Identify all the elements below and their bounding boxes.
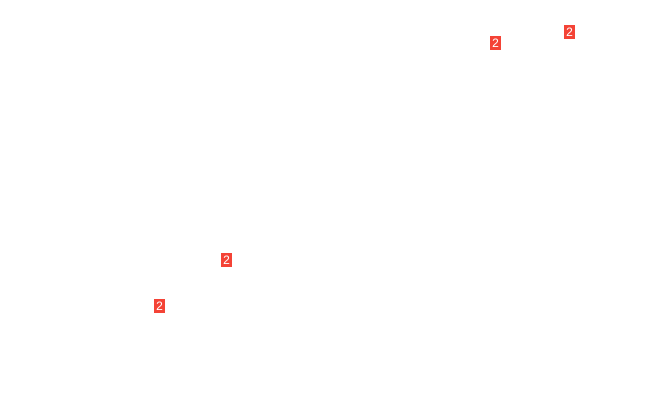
- count-badge: 2: [154, 299, 165, 313]
- count-badge: 2: [221, 253, 232, 267]
- count-badge: 2: [490, 36, 501, 50]
- count-badge: 2: [564, 25, 575, 39]
